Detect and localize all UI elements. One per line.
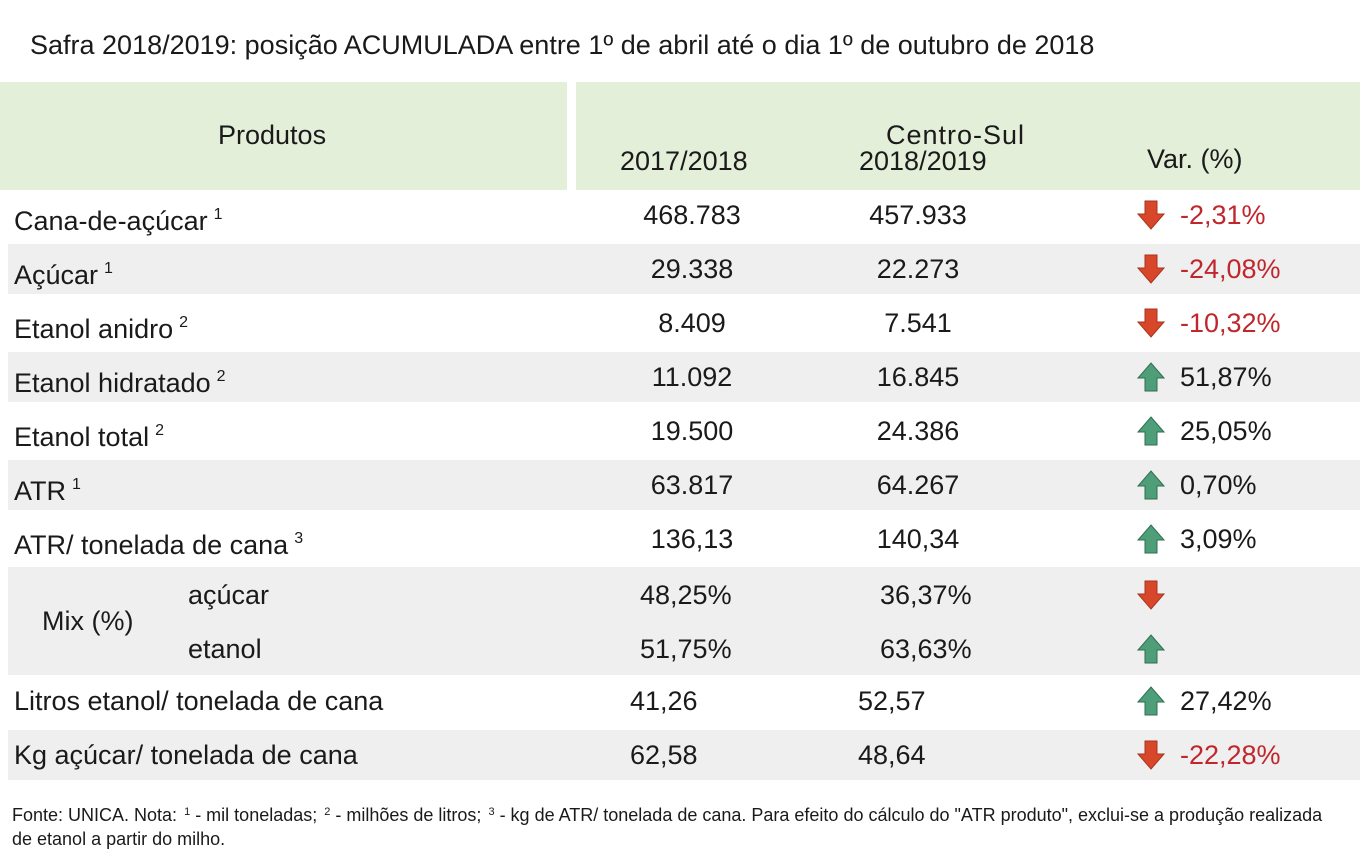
row-label-text: Cana-de-açúcar <box>14 206 208 236</box>
mix-value-2018: 63,63% <box>880 634 972 664</box>
value-2017: 136,13 <box>650 524 734 554</box>
row-label-text: Kg açúcar/ tonelada de cana <box>14 740 358 770</box>
variation-value: -24,08% <box>1180 254 1281 284</box>
row-label-text: Etanol total <box>14 422 150 452</box>
table-row: Etanol hidratado 2 11.092 16.845 51,87% <box>8 352 1360 402</box>
variation-value: 51,87% <box>1180 362 1272 392</box>
mix-sub-label: etanol <box>188 634 262 664</box>
row-label: ATR 1 <box>14 469 81 507</box>
arrow-down-icon <box>1136 740 1166 770</box>
header-right: Centro-Sul 2017/2018 2018/2019 Var. (%) <box>576 82 1360 190</box>
value-2018: 64.267 <box>876 470 960 500</box>
value-2018: 7.541 <box>884 308 952 338</box>
value-2017: 29.338 <box>650 254 734 284</box>
table-row: Etanol total 2 19.500 24.386 25,05% <box>8 406 1360 456</box>
table-row: ATR/ tonelada de cana 3 136,13 140,34 3,09% <box>8 514 1360 564</box>
row-label-text: ATR/ tonelada de cana <box>14 530 289 560</box>
value-2017: 8.409 <box>658 308 726 338</box>
value-2017: 63.817 <box>650 470 734 500</box>
mix-value-2017: 48,25% <box>640 580 732 610</box>
page-title: Safra 2018/2019: posição ACUMULADA entre… <box>30 30 1095 60</box>
row-label: ATR/ tonelada de cana 3 <box>14 523 303 561</box>
arrow-down-icon <box>1136 200 1166 230</box>
value-2017: 11.092 <box>651 362 733 392</box>
value-2017: 41,26 <box>630 686 698 716</box>
table-row: Litros etanol/ tonelada de cana 41,26 52,5… <box>8 676 1360 726</box>
footnote-marker: 1 <box>213 206 223 223</box>
footnote-marker: 3 <box>488 806 495 818</box>
footnote-text: - milhões de litros; <box>330 805 487 825</box>
header-left: Produtos <box>0 82 567 190</box>
variation-value: 27,42% <box>1180 686 1272 716</box>
row-label: Etanol anidro 2 <box>14 307 188 345</box>
value-2018: 457.933 <box>869 200 967 230</box>
row-label: Etanol total 2 <box>14 415 164 453</box>
value-2017: 468.783 <box>643 200 741 230</box>
footnote-text: Fonte: UNICA. Nota: <box>12 805 183 825</box>
footnote-text: - mil toneladas; <box>190 805 323 825</box>
arrow-down-icon <box>1136 580 1166 610</box>
mix-sub-label: açúcar <box>188 580 270 610</box>
mix-value-2017: 51,75% <box>640 634 732 664</box>
value-2017: 62,58 <box>630 740 698 770</box>
mix-label: Mix (%) <box>42 606 134 636</box>
arrow-down-icon <box>1136 254 1166 284</box>
value-2018: 16.845 <box>876 362 960 392</box>
variation-value: -22,28% <box>1180 740 1281 770</box>
value-2018: 24.386 <box>876 416 960 446</box>
header-col-2018: 2018/2019 <box>859 146 987 176</box>
table-row: Açúcar 1 29.338 22.273 -24,08% <box>8 244 1360 294</box>
value-2018: 52,57 <box>858 686 926 716</box>
header-var: Var. (%) <box>1147 144 1243 174</box>
footnote-marker: 2 <box>155 422 164 439</box>
value-2017: 19.500 <box>650 416 734 446</box>
row-label-text: Litros etanol/ tonelada de cana <box>14 686 384 716</box>
value-2018: 22.273 <box>876 254 960 284</box>
arrow-up-icon <box>1136 470 1166 500</box>
row-label-text: Etanol anidro <box>14 314 174 344</box>
arrow-up-icon <box>1136 686 1166 716</box>
header-produtos: Produtos <box>218 120 327 150</box>
row-label: Litros etanol/ tonelada de cana <box>14 685 383 717</box>
footnote-marker: 2 <box>216 368 226 385</box>
table-row: ATR 1 63.817 64.267 0,70% <box>8 460 1360 510</box>
footnote-marker: 1 <box>184 806 191 818</box>
footnote-text: - kg de ATR/ tonelada de cana. Para efei… <box>12 805 1323 849</box>
row-label-text: Etanol hidratado <box>14 368 211 398</box>
arrow-up-icon <box>1136 634 1166 664</box>
row-label-text: ATR <box>14 476 66 506</box>
variation-value: 0,70% <box>1180 470 1257 500</box>
footnote-marker: 1 <box>104 260 113 277</box>
footnote-marker: 1 <box>72 476 81 493</box>
mix-block: Mix (%) açúcar etanol 48,25% 51,75% 36,3… <box>8 567 1360 675</box>
row-label: Cana-de-açúcar 1 <box>14 199 223 237</box>
variation-value: -10,32% <box>1180 308 1281 338</box>
table-row: Etanol anidro 2 8.409 7.541 -10,32% <box>8 298 1360 348</box>
variation-value: -2,31% <box>1180 200 1266 230</box>
arrow-up-icon <box>1136 524 1166 554</box>
arrow-up-icon <box>1136 416 1166 446</box>
row-label: Açúcar 1 <box>14 253 113 291</box>
row-label-text: Açúcar <box>14 260 99 290</box>
header-col-2017: 2017/2018 <box>620 146 748 176</box>
mix-value-2018: 36,37% <box>880 580 972 610</box>
value-2018: 48,64 <box>858 740 926 770</box>
footnote-marker: 2 <box>324 806 331 818</box>
table-row: Kg açúcar/ tonelada de cana 62,58 48,64 -22… <box>8 730 1360 780</box>
row-label: Kg açúcar/ tonelada de cana <box>14 739 358 771</box>
footnote-marker: 3 <box>294 530 304 547</box>
variation-value: 3,09% <box>1180 524 1257 554</box>
arrow-up-icon <box>1136 362 1166 392</box>
header-region: Centro-Sul <box>886 120 1026 150</box>
table-row: Cana-de-açúcar 1 468.783 457.933 -2,31% <box>8 190 1360 240</box>
footnote-marker: 2 <box>179 314 189 331</box>
value-2018: 140,34 <box>876 524 960 554</box>
arrow-down-icon <box>1136 308 1166 338</box>
variation-value: 25,05% <box>1180 416 1272 446</box>
footnote: Fonte: UNICA. Nota: 1 - mil toneladas; 2… <box>12 800 1332 851</box>
row-label: Etanol hidratado 2 <box>14 361 226 399</box>
